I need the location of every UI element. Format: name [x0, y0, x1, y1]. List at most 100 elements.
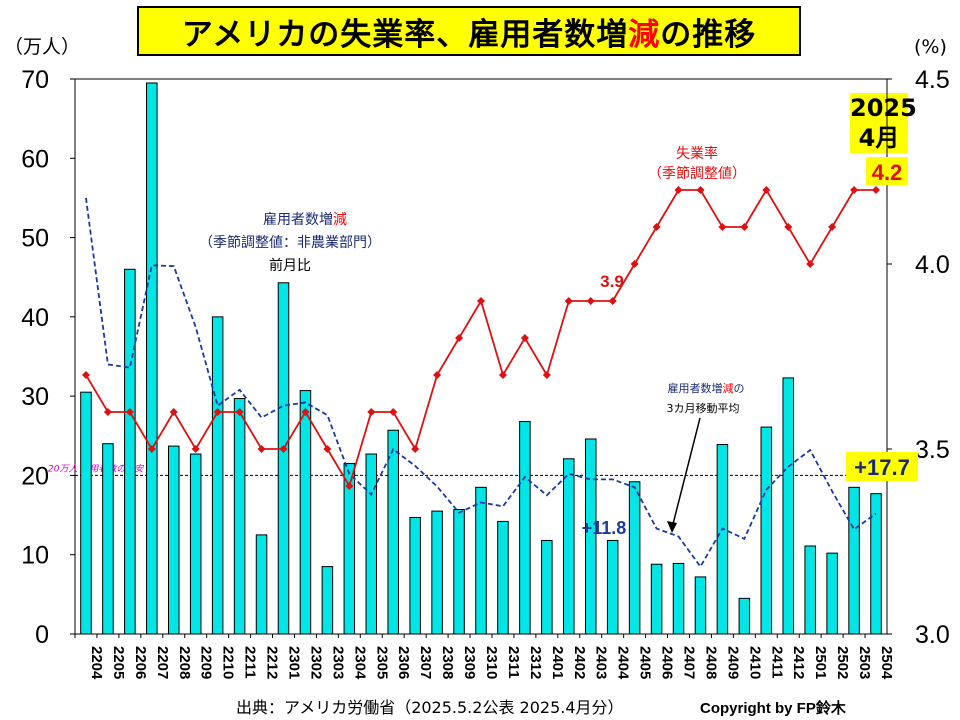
employment-bar: [716, 444, 729, 635]
employment-bar: [387, 429, 399, 635]
employment-bar: [475, 486, 487, 635]
employment-bar: [211, 316, 224, 635]
bar-value-17-7-bg: [846, 452, 918, 481]
x-axis-tick-label: 2311: [505, 646, 522, 679]
moving-average-line: [85, 197, 877, 569]
employment-bar: [146, 82, 158, 635]
unemployment-point: [674, 186, 683, 194]
employment-bar: [628, 481, 641, 635]
unemployment-point: [191, 445, 200, 453]
x-axis-tick-label: 2409: [724, 646, 741, 679]
x-axis-tick-label: 2205: [110, 646, 127, 679]
x-axis-tick-label: 2207: [154, 646, 171, 679]
latest-badge-year: 2025: [850, 94, 917, 122]
unemployment-point: [828, 223, 837, 231]
unemployment-point: [608, 297, 617, 305]
unemployment-point: [806, 260, 815, 268]
right-axis-tick-label: 4.5: [915, 66, 950, 94]
employment-bar: [870, 493, 882, 635]
left-axis-tick-label: 20: [21, 462, 49, 490]
employment-bar: [299, 390, 312, 635]
employment-bar: [606, 539, 619, 635]
unemployment-point: [718, 223, 727, 231]
x-axis-tick-label: 2402: [571, 646, 588, 679]
title-text-before: アメリカの失業率、雇用者数増: [181, 16, 629, 53]
unemployment-point: [301, 408, 310, 416]
latest-month-badge: 2025 4月: [850, 93, 917, 153]
employment-bar: [124, 268, 136, 635]
left-axis-tick-label: 40: [21, 304, 49, 332]
unemployment-point: [850, 186, 859, 194]
x-axis-tick-label: 2206: [132, 646, 149, 679]
reference-line-label: 20万人 雇用者数の目安: [48, 463, 144, 474]
unemployment-point: [564, 297, 573, 305]
x-axis-tick-label: 2305: [373, 646, 390, 679]
employment-bar: [694, 576, 707, 635]
unemployment-point: [257, 445, 266, 453]
x-axis-tick-label: 2411: [768, 646, 785, 679]
title-text-after: の推移: [660, 16, 757, 53]
rate-series-sublabel: （季節調整値）: [648, 165, 746, 182]
chart-title: アメリカの失業率、雇用者数増減の推移: [137, 6, 801, 56]
right-axis-tick-label: 3.0: [915, 621, 950, 649]
x-axis-tick-label: 2406: [659, 646, 676, 679]
x-axis-tick-label: 2308: [439, 646, 456, 679]
ma-annotation-arrowhead: [667, 521, 677, 533]
unemployment-point: [433, 371, 442, 379]
unemployment-point: [169, 408, 178, 416]
x-axis-tick-label: 2212: [264, 646, 281, 679]
employment-bar: [650, 563, 663, 635]
x-axis-tick-label: 2504: [878, 646, 895, 680]
employment-bar: [760, 426, 773, 635]
employment-bar: [782, 377, 795, 635]
bar-series-sublabel: （季節調整値：非農業部門）: [199, 234, 381, 251]
x-axis-tick-label: 2306: [395, 646, 412, 679]
employment-bar: [233, 398, 246, 635]
ma-value-11-8: +11.8: [582, 518, 627, 538]
right-axis-tick-label: 4.0: [915, 251, 950, 279]
employment-bar: [848, 486, 860, 635]
x-axis-tick-label: 2303: [329, 646, 346, 679]
unemployment-point: [213, 408, 222, 416]
employment-bar: [255, 534, 268, 635]
copyright-note: Copyright by FP鈴木: [700, 700, 846, 717]
x-axis-tick-label: 2210: [220, 646, 237, 679]
unemployment-point: [389, 408, 398, 416]
unemployment-point: [784, 223, 793, 231]
employment-bar: [497, 520, 509, 635]
employment-bar: [167, 445, 180, 635]
x-axis-tick-label: 2502: [834, 646, 851, 679]
left-axis-unit: （万人）: [4, 36, 81, 58]
left-axis-tick-label: 50: [21, 225, 49, 253]
right-axis-tick-label: 3.5: [915, 436, 950, 464]
unemployment-point: [652, 223, 661, 231]
x-axis-tick-label: 2501: [812, 646, 829, 679]
rate-value-4-2: 4.2: [872, 160, 903, 185]
employment-bar: [541, 539, 553, 635]
right-axis-unit: (%): [914, 36, 947, 58]
x-axis-tick-label: 2407: [681, 646, 698, 679]
left-axis-tick-label: 10: [21, 542, 49, 570]
x-axis-tick-label: 2412: [790, 646, 807, 679]
employment-bar: [431, 510, 443, 635]
employment-bar: [584, 438, 597, 635]
x-axis-tick-label: 2211: [242, 646, 259, 679]
x-axis-tick-label: 2410: [746, 646, 763, 679]
unemployment-point: [542, 371, 551, 379]
x-axis-tick-label: 2309: [461, 646, 478, 679]
rate-value-3-9: 3.9: [600, 272, 624, 291]
x-axis-tick-label: 2405: [637, 646, 654, 679]
left-axis-tick-label: 0: [35, 621, 49, 649]
unemployment-point: [586, 297, 595, 305]
employment-bar: [672, 562, 685, 635]
unemployment-point: [147, 445, 156, 453]
unemployment-point: [367, 408, 376, 416]
unemployment-point: [323, 445, 332, 453]
source-note: 出典：アメリカ労働省（2025.5.2公表 2025.4月分）: [236, 698, 624, 717]
x-axis-tick-label: 2307: [417, 646, 434, 679]
left-axis-tick-label: 60: [21, 145, 49, 173]
unemployment-point: [103, 408, 112, 416]
unemployment-point: [279, 445, 288, 453]
employment-bar: [804, 545, 816, 635]
